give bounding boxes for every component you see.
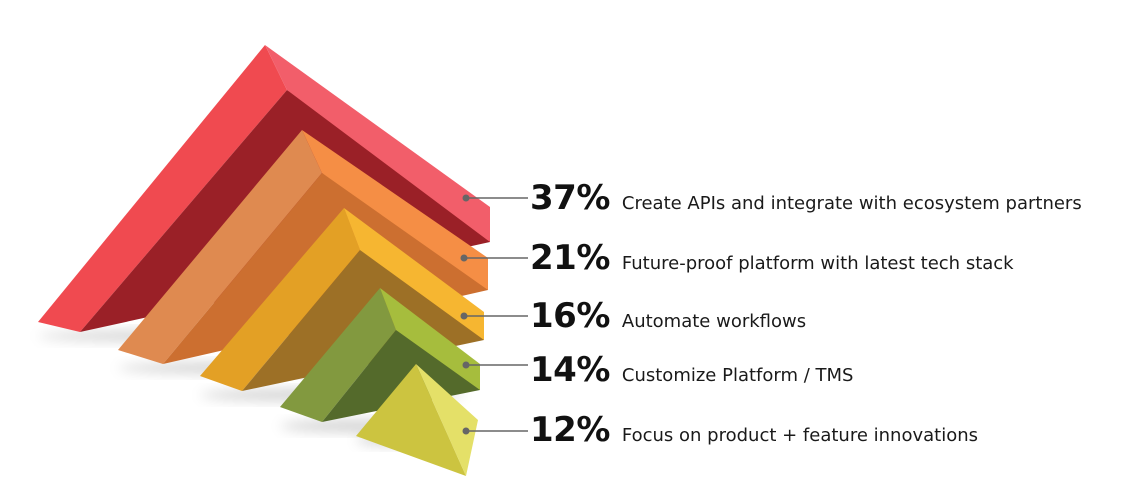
category-label: Automate workflows xyxy=(621,311,807,332)
layer-front-face xyxy=(200,208,360,391)
leader-dot xyxy=(460,312,468,320)
category-label: Focus on product + feature innovations xyxy=(621,425,978,446)
layer-right-face xyxy=(380,288,480,390)
label-row: 12% Focus on product + feature innovation… xyxy=(530,410,978,450)
label-row: 14% Customize Platform / TMS xyxy=(530,350,853,390)
leader-dot xyxy=(462,194,470,202)
pyramid-layer-4 xyxy=(280,288,480,422)
layer-right-face xyxy=(302,130,488,290)
pyramid-layer-5 xyxy=(356,364,478,476)
layer-front-face xyxy=(356,364,466,476)
data-label-value: 16% xyxy=(530,296,610,336)
label-row: 21% Future-proof platform with latest tec… xyxy=(530,238,1014,278)
category-label: Create APIs and integrate with ecosystem… xyxy=(621,193,1082,214)
data-label-value: 37% xyxy=(530,178,610,218)
data-label-value: 21% xyxy=(530,238,610,278)
leader-dot xyxy=(462,427,470,435)
layer-front-face xyxy=(280,288,396,422)
leader-dot xyxy=(460,254,468,262)
layer-right-face xyxy=(416,364,478,476)
layer-right-face xyxy=(344,208,484,340)
data-label-value: 14% xyxy=(530,350,610,390)
layer-front-face xyxy=(38,45,287,332)
layer-front-face xyxy=(118,130,322,364)
layer-right-face xyxy=(265,45,490,242)
category-label: Future-proof platform with latest tech s… xyxy=(621,253,1014,274)
category-label: Customize Platform / TMS xyxy=(621,365,854,386)
layer-inner-face xyxy=(322,330,480,422)
label-row: 16% Automate workflows xyxy=(530,296,806,336)
leader-dot xyxy=(462,361,470,369)
data-label-value: 12% xyxy=(530,410,610,450)
label-row: 37% Create APIs and integrate with ecosys… xyxy=(530,178,1082,218)
